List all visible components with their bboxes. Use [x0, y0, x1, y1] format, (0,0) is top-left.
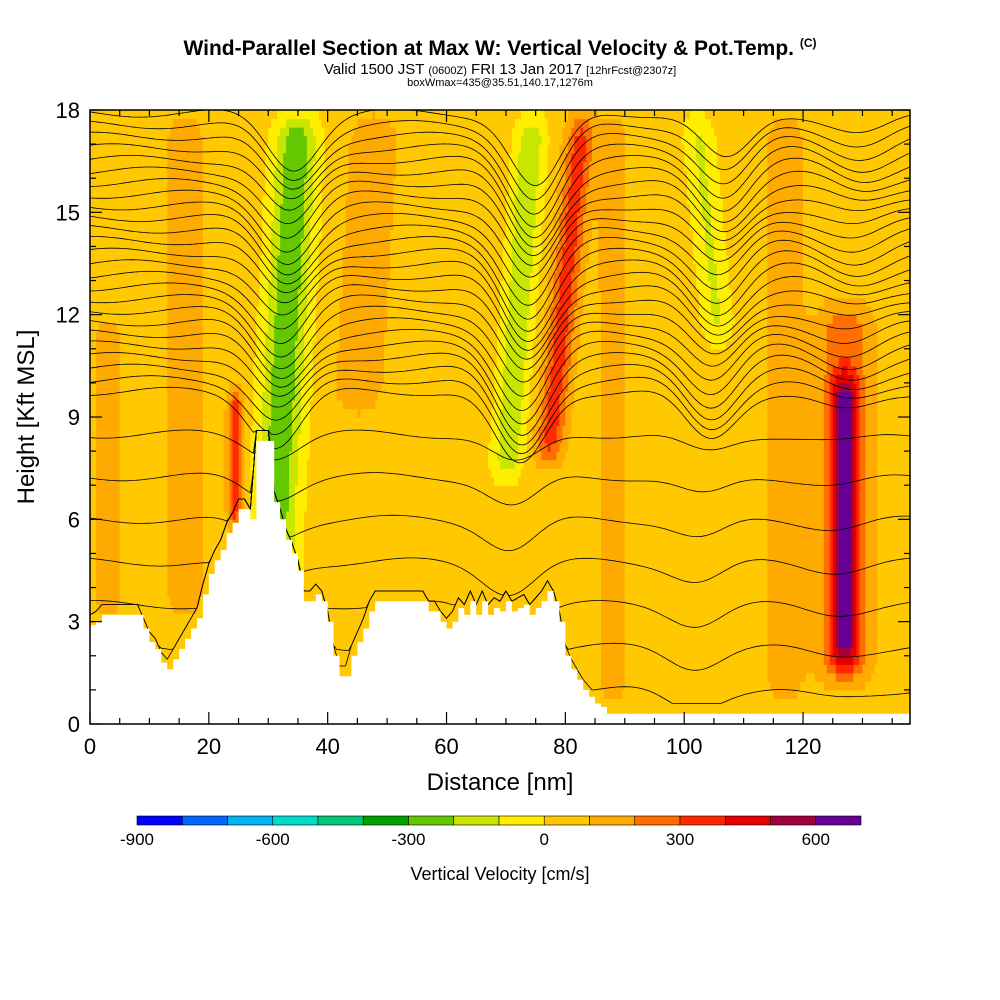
colorbar-swatch: [317, 815, 364, 826]
colorbar-tick-label: -600: [256, 830, 290, 849]
colorbar-swatch: [136, 815, 183, 826]
x-tick-label: 100: [666, 734, 703, 759]
potential-temperature-contours: [89, 109, 911, 704]
terrain-mask: [90, 440, 910, 724]
colorbar-tick-label: 300: [666, 830, 694, 849]
colorbar-tick-label: -300: [391, 830, 425, 849]
colorbar-swatch: [227, 815, 274, 826]
colorbar-tick-label: 600: [802, 830, 830, 849]
chart-subtitle: Valid 1500 JST (0600Z) FRI 13 Jan 2017 […: [0, 61, 1000, 78]
x-tick-label: 0: [84, 734, 96, 759]
colorbar-swatch: [724, 815, 771, 826]
x-tick-label: 80: [553, 734, 577, 759]
y-tick-label: 6: [68, 507, 80, 532]
colorbar-swatch: [408, 815, 455, 826]
x-axis-title: Distance [nm]: [427, 769, 574, 796]
x-tick-label: 120: [785, 734, 822, 759]
y-tick-label: 15: [56, 200, 80, 225]
colorbar-tick-label: 0: [540, 830, 549, 849]
y-axis: 0 3 6 9 12 15 18: [56, 98, 910, 737]
colorbar-swatch: [815, 815, 862, 826]
x-tick-label: 60: [434, 734, 458, 759]
colorbar-swatch: [181, 815, 228, 826]
colorbar-swatch: [770, 815, 817, 826]
chart-box-info: boxWmax=435@35.51,140.17,1276m: [0, 77, 1000, 89]
y-tick-label: 0: [68, 712, 80, 737]
colorbar-title: Vertical Velocity [cm/s]: [410, 864, 589, 884]
y-tick-label: 9: [68, 405, 80, 430]
x-axis: 0 20 40 60 80 100 120: [84, 110, 893, 759]
colorbar-tick-label: -900: [120, 830, 154, 849]
colorbar: -900 -600 -300 0 300 600: [120, 815, 862, 849]
colorbar-swatch: [634, 815, 681, 826]
colorbar-swatch: [543, 815, 590, 826]
colorbar-swatch: [362, 815, 409, 826]
copyright-mark: (C): [800, 36, 817, 50]
x-tick-label: 20: [197, 734, 221, 759]
colorbar-swatch: [453, 815, 500, 826]
chart-title: Wind-Parallel Section at Max W: Vertical…: [0, 36, 1000, 61]
y-tick-label: 18: [56, 98, 80, 123]
colorbar-swatch: [679, 815, 726, 826]
y-tick-label: 3: [68, 610, 80, 635]
colorbar-swatch: [272, 815, 319, 826]
colorbar-swatch: [589, 815, 636, 826]
colorbar-swatch: [498, 815, 545, 826]
x-tick-label: 40: [315, 734, 339, 759]
y-axis-title: Height [Kft MSL]: [13, 330, 40, 505]
y-tick-label: 12: [56, 303, 80, 328]
